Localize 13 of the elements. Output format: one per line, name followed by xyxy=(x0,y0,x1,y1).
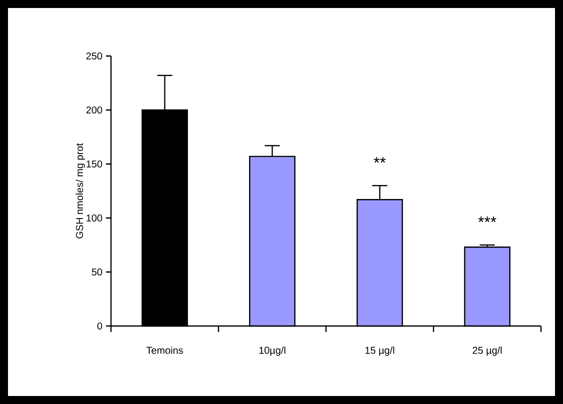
y-tick-label: 200 xyxy=(86,106,102,114)
y-tick-label: 250 xyxy=(86,52,102,60)
annotation: ** xyxy=(374,157,386,163)
x-tick-label: 25 µg/l xyxy=(472,346,502,356)
y-tick-label: 50 xyxy=(92,268,102,276)
y-axis-title: GSH nmoles/ mg prot xyxy=(76,143,86,238)
x-tick-label: Temoins xyxy=(146,346,183,354)
y-tick-label: 100 xyxy=(86,214,102,222)
y-tick-label: 150 xyxy=(86,160,102,168)
x-tick-label: 15 µg/l xyxy=(365,346,394,356)
annotation: *** xyxy=(478,216,496,222)
y-tick-label: 0 xyxy=(97,322,102,330)
x-tick-label: 10µg/l xyxy=(259,346,286,356)
